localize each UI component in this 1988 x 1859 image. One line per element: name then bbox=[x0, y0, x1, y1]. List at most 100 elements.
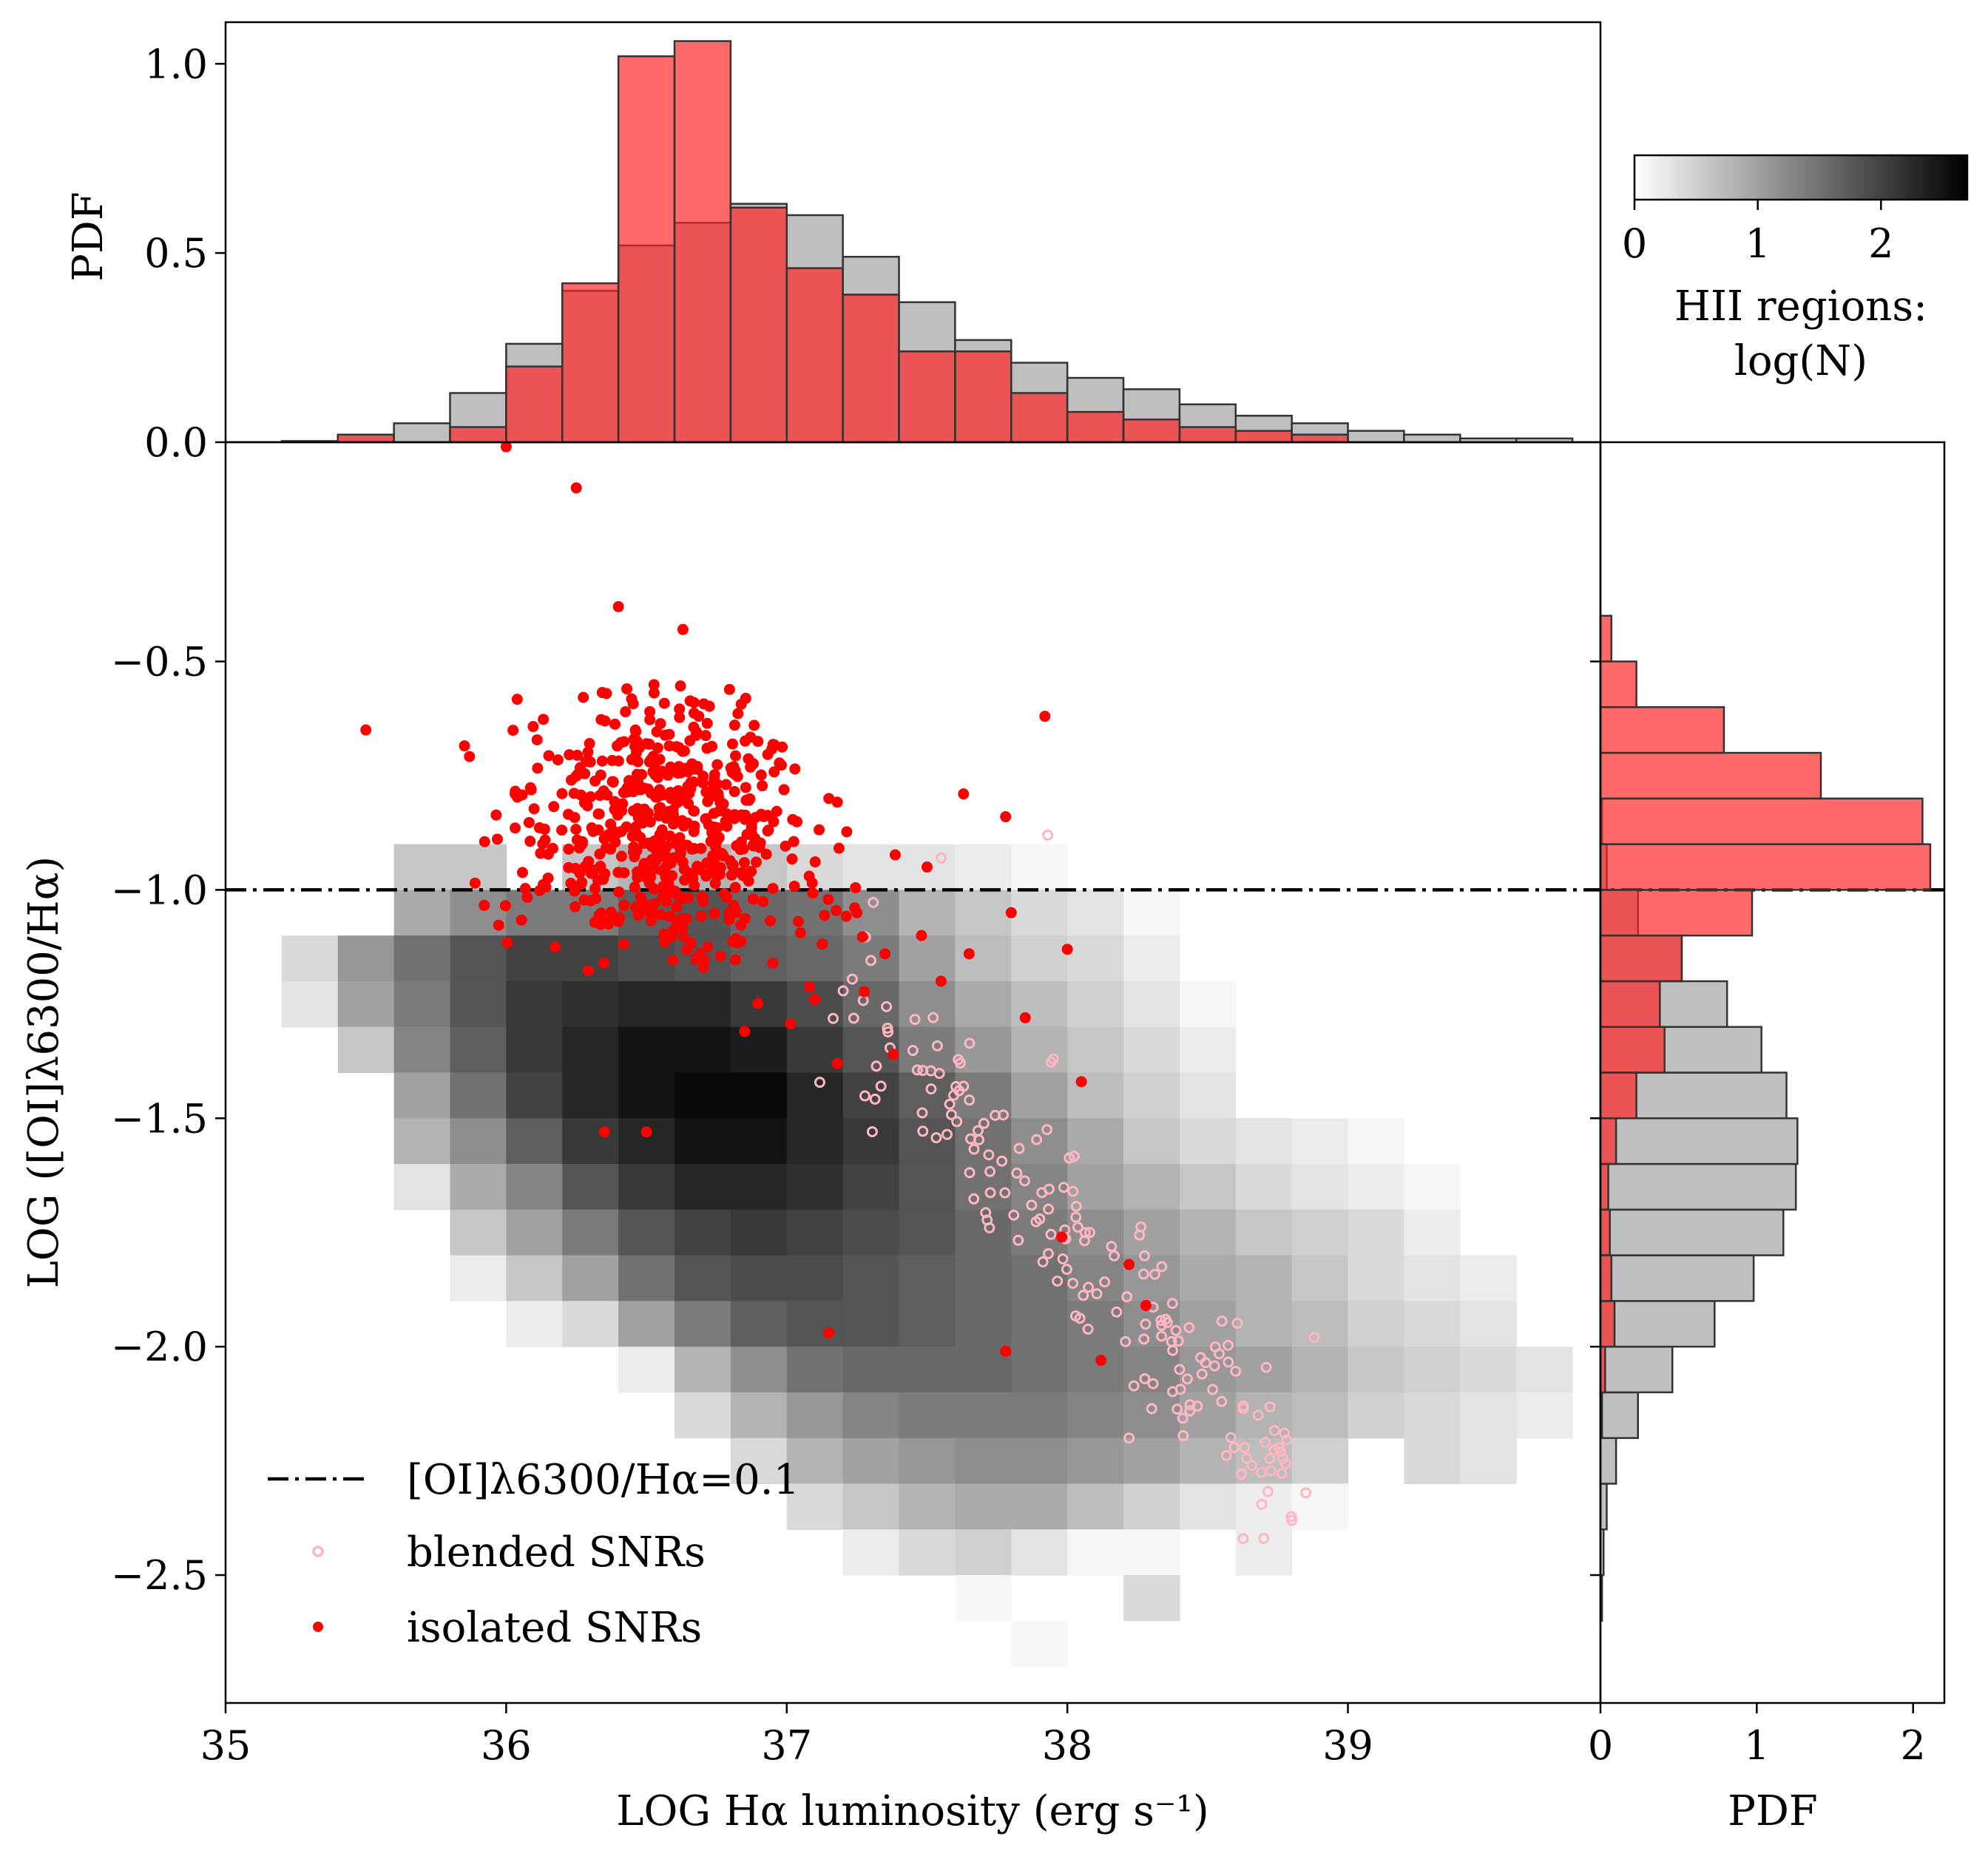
isolated-snr-point bbox=[840, 910, 852, 922]
isolated-snr-point bbox=[831, 796, 843, 808]
blended-snr-point bbox=[1252, 1409, 1264, 1421]
isolated-snr-point bbox=[807, 887, 819, 899]
blended-snr-point bbox=[1260, 1361, 1272, 1373]
isolated-snr-point bbox=[595, 714, 607, 725]
right-histogram: 0 1 2 PDF bbox=[1588, 441, 1946, 1835]
isolated-snr-point bbox=[674, 711, 686, 723]
isolated-snr-point bbox=[360, 724, 372, 736]
heatmap-cell bbox=[281, 935, 339, 982]
isolated-snr-point bbox=[688, 825, 700, 837]
y-axis-label: LOG ([OI]λ6300/Hα) bbox=[20, 856, 68, 1289]
heatmap-cell bbox=[1179, 1347, 1237, 1393]
isolated-snr-point bbox=[683, 892, 694, 904]
isolated-snr-point bbox=[650, 844, 662, 856]
heatmap-cell bbox=[1123, 890, 1180, 936]
heatmap-cell bbox=[786, 1255, 844, 1301]
isolated-snr-point bbox=[674, 843, 686, 855]
top-y-tick-label: 0.5 bbox=[144, 230, 208, 277]
heatmap-cell bbox=[618, 1301, 675, 1347]
blended-snr-point bbox=[917, 1125, 929, 1137]
snr-histogram-bar bbox=[1010, 392, 1069, 444]
heatmap-cell bbox=[1179, 1483, 1237, 1530]
isolated-snr-point bbox=[550, 941, 561, 953]
blended-snr-point bbox=[846, 973, 858, 985]
blended-snr-point bbox=[881, 1000, 893, 1012]
heatmap-cell bbox=[450, 1026, 507, 1074]
heatmap-cell bbox=[955, 1072, 1012, 1119]
blended-snr-point bbox=[869, 1093, 881, 1105]
heatmap-cell bbox=[618, 981, 675, 1028]
isolated-snr-point bbox=[735, 698, 747, 710]
snr-histogram-bar bbox=[337, 433, 395, 444]
isolated-snr-point bbox=[708, 807, 720, 819]
snr-histogram-bar bbox=[561, 282, 620, 444]
isolated-snr-point bbox=[856, 931, 868, 943]
blended-snr-point bbox=[945, 1108, 957, 1120]
heatmap-cell bbox=[1404, 1392, 1461, 1439]
blended-snr-point bbox=[984, 1165, 996, 1177]
isolated-snr-point bbox=[707, 788, 719, 800]
isolated-snr-point bbox=[831, 904, 842, 916]
right-x-tick-label: 2 bbox=[1901, 1722, 1926, 1769]
isolated-snr-point bbox=[729, 954, 741, 966]
blended-snr-point bbox=[1091, 1288, 1103, 1300]
isolated-snr-point bbox=[632, 802, 643, 814]
blended-snr-point bbox=[1012, 1234, 1024, 1246]
isolated-snr-point bbox=[596, 755, 608, 767]
heatmap-cell bbox=[842, 1301, 900, 1347]
blended-snr-point bbox=[998, 1109, 1010, 1121]
heatmap-cell bbox=[899, 1392, 956, 1439]
isolated-snr-point bbox=[651, 726, 663, 738]
heatmap-cell bbox=[955, 1483, 1012, 1530]
heatmap-cell bbox=[1123, 1118, 1180, 1165]
blended-snr-point bbox=[1276, 1468, 1288, 1480]
heatmap-cell bbox=[899, 1301, 956, 1347]
colorbar-label-line1: HII regions: bbox=[1674, 282, 1927, 331]
isolated-snr-point bbox=[666, 885, 677, 897]
isolated-snr-point bbox=[621, 683, 633, 695]
isolated-snr-point bbox=[760, 848, 772, 860]
heatmap-cell bbox=[506, 1301, 563, 1347]
blended-snr-point bbox=[1026, 1199, 1038, 1211]
blended-snr-point bbox=[1184, 1405, 1196, 1417]
blended-snr-point bbox=[1034, 1213, 1046, 1225]
x-tick-label: 38 bbox=[1042, 1722, 1093, 1769]
isolated-snr-point bbox=[958, 788, 970, 800]
x-tick-label: 37 bbox=[761, 1722, 812, 1769]
blended-snr-point bbox=[1140, 1318, 1152, 1330]
heatmap-cell bbox=[955, 1164, 1012, 1210]
heatmap-cell bbox=[730, 1438, 788, 1485]
blended-snr-point bbox=[925, 1083, 937, 1095]
blended-snr-point bbox=[1237, 1533, 1249, 1545]
snr-histogram-bar bbox=[1599, 1254, 1613, 1302]
isolated-snr-point bbox=[803, 870, 815, 882]
heatmap-cell bbox=[899, 1483, 956, 1530]
colorbar-tick-label: 1 bbox=[1745, 220, 1770, 267]
hii-histogram-bar bbox=[1599, 1437, 1617, 1485]
isolated-snr-point bbox=[562, 808, 574, 820]
heatmap-cell bbox=[674, 1347, 731, 1393]
isolated-snr-point bbox=[609, 804, 621, 816]
isolated-snr-point bbox=[788, 836, 799, 847]
blended-snr-point bbox=[964, 1094, 976, 1106]
isolated-snr-point bbox=[538, 714, 550, 725]
isolated-snr-point bbox=[538, 823, 550, 835]
heatmap-cell bbox=[1460, 1255, 1517, 1301]
heatmap-cell bbox=[450, 1072, 507, 1119]
isolated-snr-point bbox=[720, 816, 731, 827]
heatmap-cell bbox=[1123, 1575, 1180, 1622]
isolated-snr-point bbox=[726, 738, 738, 750]
heatmap-cell bbox=[1291, 1255, 1349, 1301]
heatmap-cell bbox=[1291, 1347, 1349, 1393]
heatmap-cell bbox=[562, 1118, 619, 1165]
isolated-snr-point bbox=[652, 791, 663, 803]
heatmap-cell bbox=[842, 1392, 900, 1439]
right-histogram-frame bbox=[1599, 441, 1946, 1704]
blended-snr-point bbox=[865, 955, 877, 966]
blended-snr-point bbox=[1058, 1182, 1069, 1193]
heatmap-cell bbox=[393, 844, 451, 890]
blended-snr-point bbox=[1036, 1187, 1048, 1199]
heatmap-cell bbox=[562, 981, 619, 1028]
heatmap-cell bbox=[393, 935, 451, 982]
isolated-snr-point bbox=[785, 1017, 797, 1029]
